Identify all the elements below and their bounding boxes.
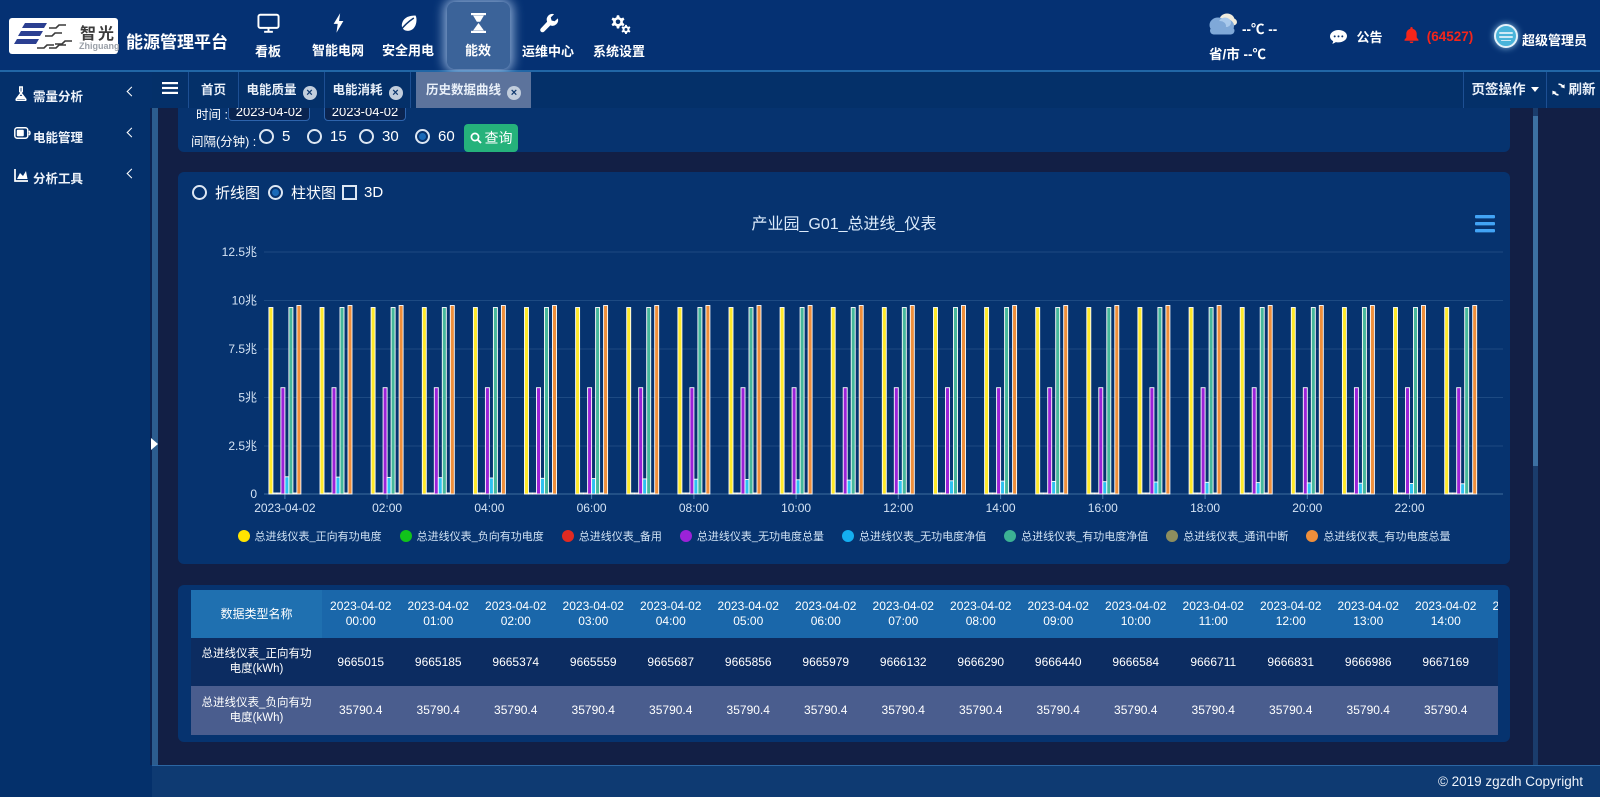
svg-text:10兆: 10兆 <box>232 294 257 308</box>
svg-text:产业园_G01_总进线_仪表: 产业园_G01_总进线_仪表 <box>752 215 937 233</box>
svg-text:12:00: 12:00 <box>883 501 913 515</box>
svg-text:06:00: 06:00 <box>577 501 607 515</box>
svg-text:10:00: 10:00 <box>781 501 811 515</box>
svg-text:08:00: 08:00 <box>679 501 709 515</box>
svg-text:20:00: 20:00 <box>1292 501 1322 515</box>
svg-text:14:00: 14:00 <box>986 501 1016 515</box>
svg-text:02:00: 02:00 <box>372 501 402 515</box>
svg-text:04:00: 04:00 <box>474 501 504 515</box>
svg-text:18:00: 18:00 <box>1190 501 1220 515</box>
svg-text:7.5兆: 7.5兆 <box>228 342 257 356</box>
svg-text:12.5兆: 12.5兆 <box>222 245 257 259</box>
svg-text:5兆: 5兆 <box>238 391 257 405</box>
svg-text:22:00: 22:00 <box>1394 501 1424 515</box>
svg-text:0: 0 <box>250 487 257 501</box>
svg-text:16:00: 16:00 <box>1088 501 1118 515</box>
svg-text:2023-04-02: 2023-04-02 <box>254 501 316 515</box>
svg-text:2.5兆: 2.5兆 <box>228 439 257 453</box>
